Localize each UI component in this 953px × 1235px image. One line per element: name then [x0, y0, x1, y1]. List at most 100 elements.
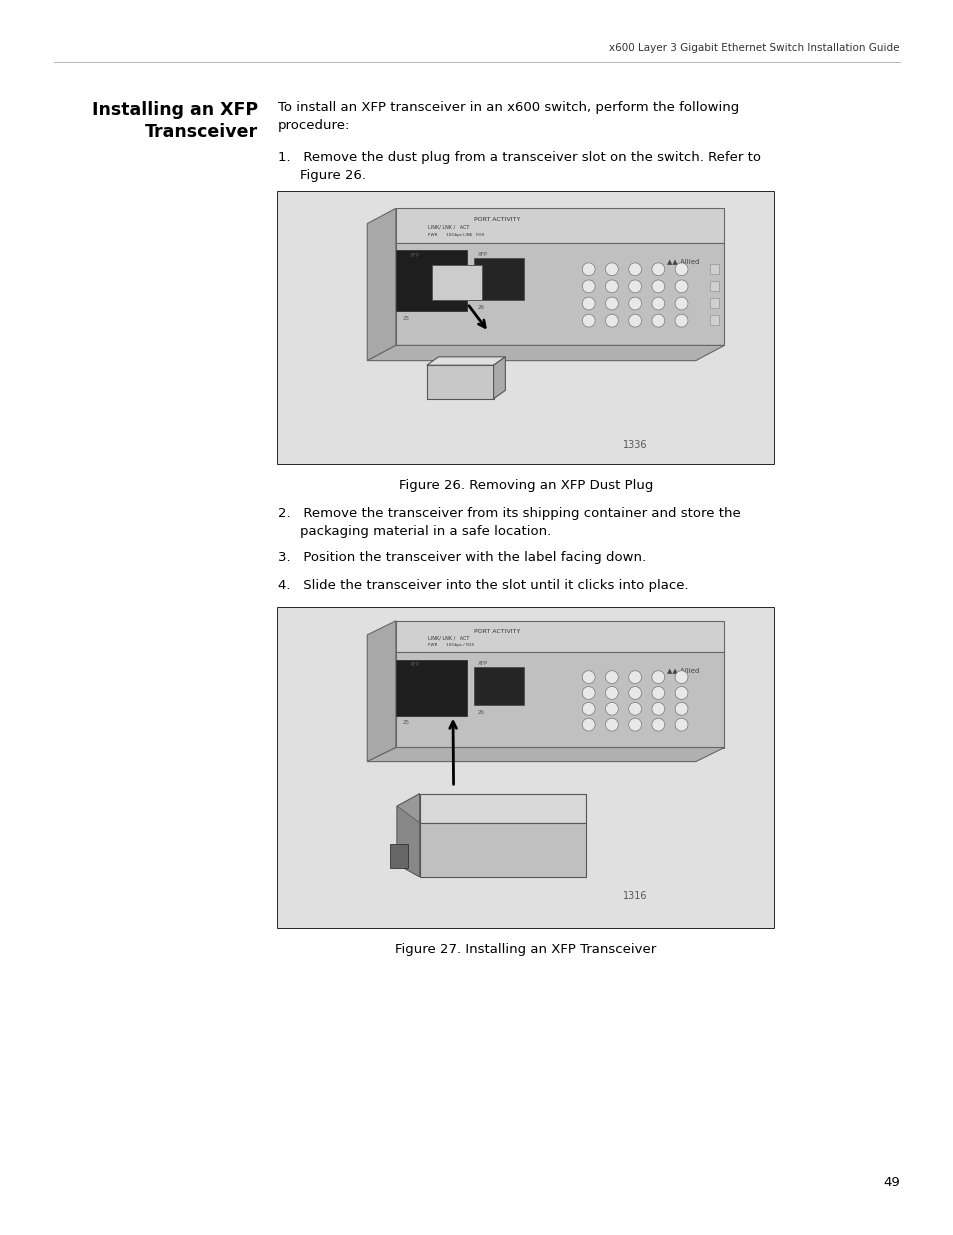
Text: To install an XFP transceiver in an x600 switch, perform the following: To install an XFP transceiver in an x600… — [277, 101, 739, 115]
Bar — [389, 844, 408, 868]
Text: 3.   Position the transceiver with the label facing down.: 3. Position the transceiver with the lab… — [277, 552, 645, 564]
Text: procedure:: procedure: — [277, 120, 350, 132]
Polygon shape — [426, 366, 493, 399]
Circle shape — [605, 703, 618, 715]
Bar — [277, 608, 773, 927]
Text: ▲▲ Allied: ▲▲ Allied — [666, 667, 699, 673]
Bar — [277, 608, 773, 927]
Polygon shape — [396, 806, 419, 877]
Bar — [709, 298, 719, 309]
Polygon shape — [431, 266, 481, 300]
Polygon shape — [367, 621, 395, 762]
Text: PORT ACTIVITY: PORT ACTIVITY — [474, 629, 520, 634]
Circle shape — [651, 719, 664, 731]
Circle shape — [675, 687, 687, 699]
Bar — [395, 659, 467, 716]
Circle shape — [628, 703, 640, 715]
Text: 25: 25 — [402, 316, 410, 321]
Polygon shape — [395, 242, 723, 346]
Circle shape — [628, 298, 640, 310]
Text: PWR       10Gbps LINK   FDX: PWR 10Gbps LINK FDX — [428, 233, 484, 237]
Polygon shape — [367, 346, 723, 361]
Text: 26: 26 — [477, 305, 484, 310]
Circle shape — [675, 263, 687, 275]
Text: XFP: XFP — [410, 662, 420, 667]
Polygon shape — [395, 621, 723, 652]
Circle shape — [581, 298, 595, 310]
Polygon shape — [419, 823, 585, 877]
Circle shape — [675, 314, 687, 327]
Polygon shape — [419, 794, 585, 823]
Text: 1336: 1336 — [622, 440, 647, 450]
Circle shape — [651, 263, 664, 275]
Polygon shape — [493, 357, 505, 399]
Circle shape — [628, 314, 640, 327]
Circle shape — [651, 687, 664, 699]
Circle shape — [605, 687, 618, 699]
Text: PORT ACTIVITY: PORT ACTIVITY — [474, 217, 520, 222]
Polygon shape — [367, 209, 395, 361]
Bar — [474, 667, 524, 705]
Text: XFP: XFP — [477, 661, 488, 666]
Circle shape — [675, 671, 687, 683]
Polygon shape — [395, 652, 723, 747]
Bar — [709, 280, 719, 291]
Text: 1316: 1316 — [622, 890, 647, 902]
Circle shape — [628, 263, 640, 275]
Text: XFP: XFP — [410, 253, 420, 258]
Circle shape — [605, 719, 618, 731]
Circle shape — [605, 298, 618, 310]
Polygon shape — [367, 747, 723, 762]
Bar — [709, 263, 719, 274]
Circle shape — [651, 280, 664, 293]
Text: LINK/ LNK /   ACT: LINK/ LNK / ACT — [428, 636, 469, 641]
Text: packaging material in a safe location.: packaging material in a safe location. — [299, 525, 551, 537]
Circle shape — [628, 687, 640, 699]
Text: Installing an XFP: Installing an XFP — [91, 101, 257, 119]
Polygon shape — [426, 357, 505, 366]
Polygon shape — [395, 209, 723, 242]
Text: 26: 26 — [477, 710, 484, 715]
Circle shape — [651, 671, 664, 683]
Circle shape — [581, 671, 595, 683]
Text: PWR       10Gbps / FDX: PWR 10Gbps / FDX — [428, 643, 474, 647]
Circle shape — [605, 671, 618, 683]
Text: ▲▲ Allied: ▲▲ Allied — [666, 258, 699, 264]
Circle shape — [605, 263, 618, 275]
Circle shape — [675, 280, 687, 293]
Text: Figure 26. Removing an XFP Dust Plug: Figure 26. Removing an XFP Dust Plug — [398, 479, 653, 493]
Circle shape — [581, 314, 595, 327]
Text: 4.   Slide the transceiver into the slot until it clicks into place.: 4. Slide the transceiver into the slot u… — [277, 579, 688, 593]
Circle shape — [581, 703, 595, 715]
Circle shape — [628, 671, 640, 683]
Bar — [277, 191, 773, 464]
Text: XFP: XFP — [477, 252, 488, 257]
Circle shape — [581, 719, 595, 731]
Circle shape — [675, 298, 687, 310]
Text: 1.   Remove the dust plug from a transceiver slot on the switch. Refer to: 1. Remove the dust plug from a transceiv… — [277, 152, 760, 164]
Text: 2.   Remove the transceiver from its shipping container and store the: 2. Remove the transceiver from its shipp… — [277, 508, 740, 520]
Circle shape — [651, 298, 664, 310]
Circle shape — [628, 280, 640, 293]
Circle shape — [581, 280, 595, 293]
Circle shape — [651, 314, 664, 327]
Circle shape — [605, 280, 618, 293]
Bar — [474, 258, 524, 300]
Circle shape — [605, 314, 618, 327]
Text: Figure 27. Installing an XFP Transceiver: Figure 27. Installing an XFP Transceiver — [395, 944, 656, 956]
Bar — [709, 315, 719, 325]
Text: Transceiver: Transceiver — [145, 124, 257, 141]
Text: LINK/ LNK /   ACT: LINK/ LNK / ACT — [428, 225, 469, 230]
Circle shape — [581, 687, 595, 699]
Polygon shape — [396, 794, 419, 877]
Circle shape — [675, 703, 687, 715]
Circle shape — [581, 263, 595, 275]
Text: 25: 25 — [402, 720, 410, 725]
Text: x600 Layer 3 Gigabit Ethernet Switch Installation Guide: x600 Layer 3 Gigabit Ethernet Switch Ins… — [609, 43, 899, 53]
Bar — [395, 251, 467, 311]
Circle shape — [651, 703, 664, 715]
Circle shape — [628, 719, 640, 731]
Bar — [277, 191, 773, 464]
Circle shape — [675, 719, 687, 731]
Text: 49: 49 — [882, 1177, 899, 1189]
